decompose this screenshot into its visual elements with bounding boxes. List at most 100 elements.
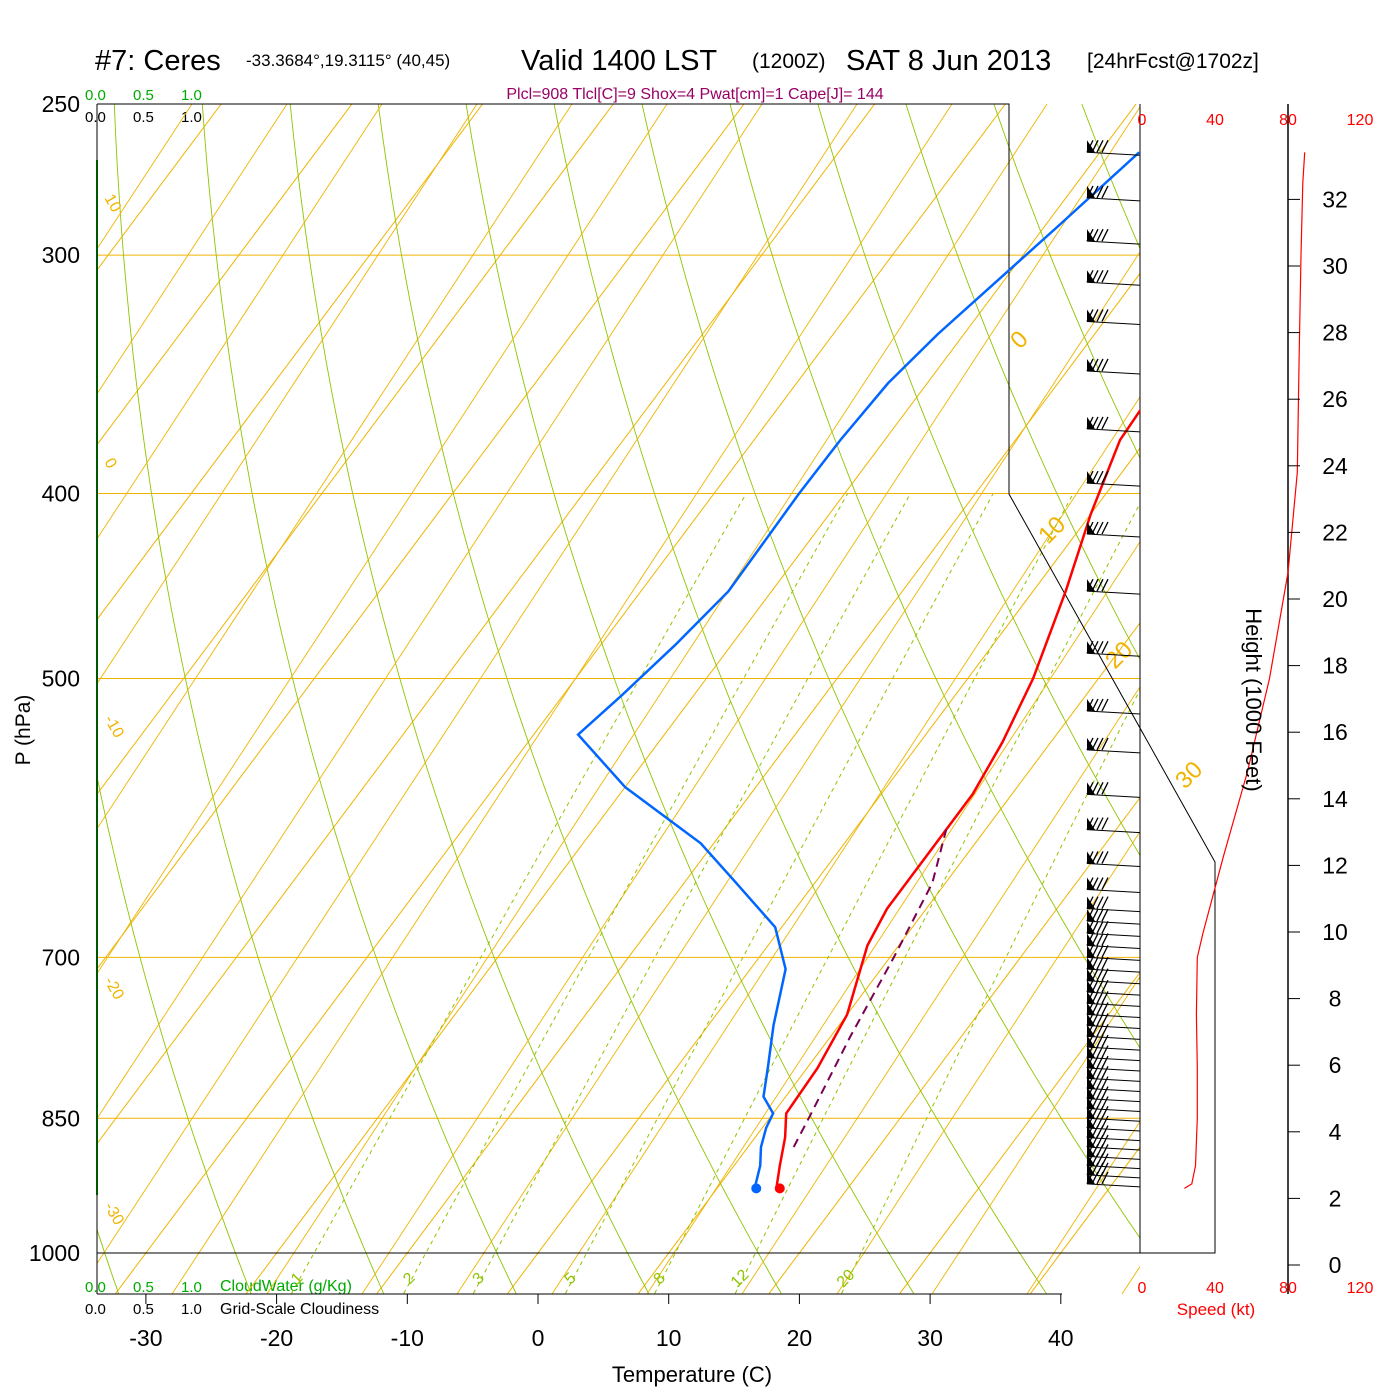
mixing-ratio-line [654, 493, 1074, 1294]
isotherm-line [507, 447, 1140, 1294]
height-tick-label: 16 [1322, 719, 1348, 745]
pressure-tick-label: 400 [42, 481, 80, 507]
wind-barb [1086, 933, 1141, 949]
wind-barb [1086, 470, 1141, 487]
dry-adiabat-line [905, 104, 1140, 661]
isotherm-line [376, 272, 1140, 1294]
height-tick-label: 4 [1329, 1119, 1342, 1145]
height-tick-label: 14 [1322, 786, 1348, 812]
temperature-tick-label: -20 [260, 1325, 293, 1351]
speed-tick-label: 120 [1347, 112, 1374, 129]
wind-barb [1086, 1076, 1141, 1093]
background-grid [97, 104, 1400, 1294]
theta-e-line [266, 104, 1048, 1294]
wind-barb [1086, 416, 1141, 433]
theta-e-line [551, 396, 1140, 1294]
station-coords: -33.3684°,19.3115° (40,45) [246, 51, 450, 70]
height-tick-label: 30 [1322, 253, 1348, 279]
cloudwater-tick: 0.0 [85, 1279, 106, 1296]
mixing-ratio-line [734, 502, 1140, 1294]
isotherm-label: -10 [101, 712, 127, 741]
wind-barb [1086, 908, 1141, 925]
theta-e-line [97, 104, 383, 540]
wind-barb [1086, 737, 1141, 754]
mixing-ratio-line [472, 493, 911, 1294]
speed-tick-label: 0 [1138, 1280, 1147, 1297]
theta-e-line [646, 541, 1140, 1294]
temperature-axis: -30 -20 -10 0 10 20 30 40 [129, 1294, 1074, 1351]
dry-adiabat-line [201, 104, 517, 1294]
temperature-tick-label: -10 [391, 1325, 424, 1351]
cloudwater-tick: 0.5 [133, 87, 154, 104]
valid-time: Valid 1400 LST [521, 45, 717, 77]
parcel-line [792, 829, 948, 1148]
valid-date: SAT 8 Jun 2013 [846, 45, 1051, 77]
temperature-tick-label: 30 [917, 1325, 943, 1351]
isotherm-label: 0 [101, 455, 120, 471]
height-tick-label: 22 [1322, 519, 1348, 545]
temperature-surface-point [774, 1183, 785, 1194]
height-tick-label: 10 [1322, 919, 1348, 945]
theta-e-line [931, 975, 1140, 1294]
isotherm-label: -20 [101, 974, 127, 1003]
wind-barb [1086, 1171, 1141, 1188]
pressure-tick-label: 850 [42, 1105, 80, 1131]
theta-e-line [97, 104, 668, 975]
wind-barb [1086, 1034, 1141, 1051]
dry-adiabat-line [817, 104, 1140, 857]
wind-barb [1086, 698, 1141, 715]
isotherm-line [97, 104, 876, 1145]
wind-barb [1086, 945, 1141, 961]
theta-e-line [97, 104, 858, 1265]
theta-e-line [741, 685, 1140, 1294]
speed-tick-label: 80 [1279, 1280, 1297, 1297]
height-axis-label: Height (1000 Feet) [1241, 608, 1266, 791]
theta-e-line [456, 251, 1140, 1294]
theta-e-line [97, 104, 478, 685]
cloudiness-tick: 1.0 [181, 1301, 202, 1318]
temperature-tick-label: 20 [787, 1325, 813, 1351]
wind-barb [1086, 921, 1141, 937]
height-tick-label: 2 [1329, 1185, 1342, 1211]
height-tick-label: 28 [1322, 320, 1348, 346]
height-tick-label: 32 [1322, 186, 1348, 212]
dry-adiabat-line [97, 774, 252, 1294]
pressure-tick-label: 250 [42, 91, 80, 117]
pressure-axis: 250 300 400 500 700 850 1000 [29, 91, 80, 1266]
wind-barb [1086, 991, 1141, 1007]
isotherm-line [638, 622, 1140, 1294]
dry-adiabat-line [729, 104, 1140, 1049]
wind-speed-line [1184, 152, 1306, 1189]
cloudiness-tick: 0.0 [85, 109, 106, 126]
cloud-scale-bottom: 0.0 0.5 1.0 CloudWater (g/Kg) 0.0 0.5 1.… [85, 1278, 379, 1318]
wind-barb [1086, 309, 1141, 325]
cloudwater-tick: 0.0 [85, 87, 106, 104]
upper-right-label: 30 [1170, 756, 1208, 794]
sounding-series [576, 151, 1140, 1194]
temperature-tick-label: 10 [656, 1325, 682, 1351]
cloudwater-tick: 0.5 [133, 1279, 154, 1296]
wind-barb [1086, 1045, 1141, 1062]
height-tick-label: 26 [1322, 386, 1348, 412]
wind-barb [1086, 140, 1141, 156]
isotherm-line [97, 104, 353, 446]
isotherm-labels: 100-10-20-30 [101, 191, 127, 1228]
zulu-time: (1200Z) [752, 50, 826, 73]
height-tick-label: 18 [1322, 653, 1348, 679]
wind-barb [1086, 1024, 1141, 1040]
temperature-tick-label: -30 [129, 1325, 162, 1351]
wind-barb [1086, 1013, 1141, 1030]
dry-adiabat-line [113, 104, 385, 1294]
station-title: #7: Ceres [95, 45, 221, 77]
mixing-ratio-line [841, 688, 1140, 1294]
wind-barb [1086, 817, 1141, 834]
wind-barb [1086, 877, 1141, 894]
dry-adiabat-line [1346, 104, 1400, 1293]
cloudiness-tick: 0.5 [133, 109, 154, 126]
mixing-ratio-line [403, 493, 849, 1294]
mixing-ratio-line [565, 493, 994, 1294]
isotherm-line [97, 104, 614, 796]
temperature-line [775, 408, 1140, 1190]
height-tick-label: 12 [1322, 852, 1348, 878]
